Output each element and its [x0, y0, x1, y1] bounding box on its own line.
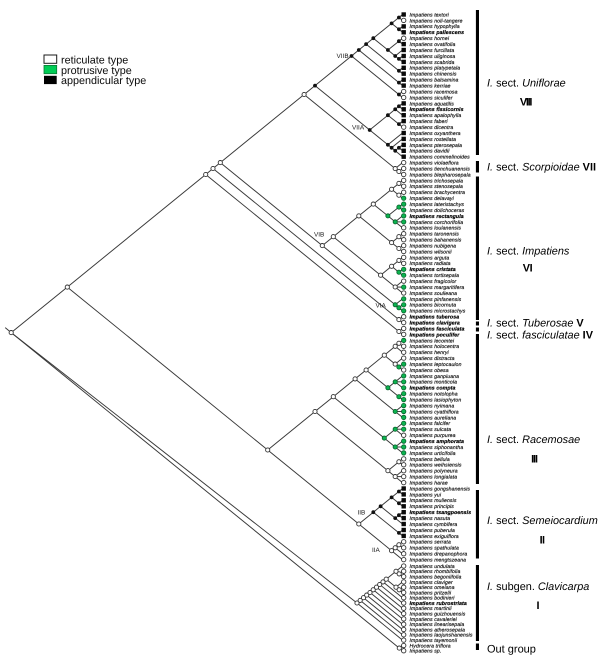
svg-text:I. subgen. Clavicarpa: I. subgen. Clavicarpa [487, 581, 589, 593]
svg-text:VIIA: VIIA [352, 125, 365, 132]
svg-text:VIII: VIII [520, 97, 532, 109]
svg-text:IIB: IIB [358, 510, 366, 517]
svg-text:I. sect. Semeiocardium: I. sect. Semeiocardium [487, 515, 598, 527]
svg-text:I. sect. Uniflorae: I. sect. Uniflorae [487, 78, 566, 90]
svg-text:I. sect. Tuberosae V: I. sect. Tuberosae V [487, 318, 584, 330]
svg-text:I. sect. Racemosae: I. sect. Racemosae [487, 434, 580, 446]
svg-text:Out group: Out group [487, 644, 536, 656]
svg-text:IIA: IIA [372, 547, 381, 554]
svg-text:VIB: VIB [314, 232, 324, 239]
svg-text:appendicular type: appendicular type [61, 75, 146, 87]
svg-text:I: I [536, 600, 539, 612]
svg-text:Impatiens mengtszeana: Impatiens mengtszeana [410, 558, 467, 564]
svg-text:II: II [540, 535, 545, 547]
svg-text:VIIB: VIIB [337, 53, 349, 60]
svg-text:VI: VI [523, 263, 533, 275]
svg-text:VIA: VIA [376, 303, 387, 310]
svg-text:I. sect. fasciculatae IV: I. sect. fasciculatae IV [487, 330, 594, 342]
svg-text:Impatiens sp.: Impatiens sp. [410, 649, 442, 655]
svg-text:I. sect. Scorpioidae VII: I. sect. Scorpioidae VII [487, 162, 596, 174]
svg-text:I. sect. Impatiens: I. sect. Impatiens [487, 246, 570, 258]
